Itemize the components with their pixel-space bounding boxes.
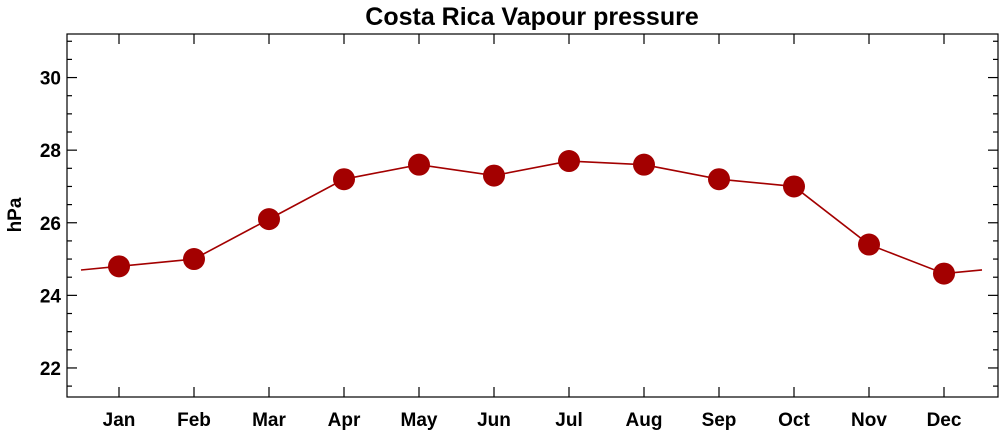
- data-point-nov: [858, 233, 880, 256]
- data-point-feb: [183, 248, 205, 271]
- x-tick-label: Jan: [103, 410, 136, 431]
- data-point-oct: [783, 175, 805, 198]
- x-tick-label: Jul: [555, 410, 582, 431]
- y-tick-label: 22: [40, 359, 61, 380]
- series-vapour-pressure: [80, 150, 983, 285]
- x-tick-label: Aug: [626, 410, 663, 431]
- data-point-sep: [708, 168, 730, 191]
- x-tick-label: Oct: [778, 410, 810, 431]
- x-tick-label: Apr: [328, 410, 361, 431]
- x-tick-label: Dec: [927, 410, 962, 431]
- x-axis-ticks: Jan Feb Mar Apr May Jun Jul Aug Sep Oct Nov Dec: [103, 34, 962, 431]
- y-tick-label: 30: [40, 69, 61, 90]
- data-point-dec: [933, 262, 955, 285]
- x-tick-label: Mar: [252, 410, 286, 431]
- data-point-jul: [558, 150, 580, 173]
- y-tick-label: 26: [40, 214, 61, 235]
- y-tick-label: 28: [40, 141, 61, 162]
- x-tick-label: May: [401, 410, 438, 431]
- data-point-jan: [108, 255, 130, 278]
- y-axis-label: hPa: [5, 197, 26, 232]
- chart-title: Costa Rica Vapour pressure: [365, 3, 699, 31]
- x-tick-label: Jun: [477, 410, 511, 431]
- data-point-aug: [633, 153, 655, 176]
- data-point-jun: [483, 164, 505, 187]
- y-tick-label: 24: [40, 286, 62, 307]
- plot-frame: [66, 33, 999, 398]
- data-point-mar: [258, 208, 280, 231]
- y-axis-ticks: 22 24 26 28 30: [40, 40, 998, 387]
- data-point-may: [408, 153, 430, 176]
- data-point-apr: [333, 168, 355, 191]
- series-line: [80, 160, 983, 275]
- x-tick-label: Feb: [177, 410, 211, 431]
- x-tick-label: Nov: [851, 410, 887, 431]
- x-tick-label: Sep: [702, 410, 737, 431]
